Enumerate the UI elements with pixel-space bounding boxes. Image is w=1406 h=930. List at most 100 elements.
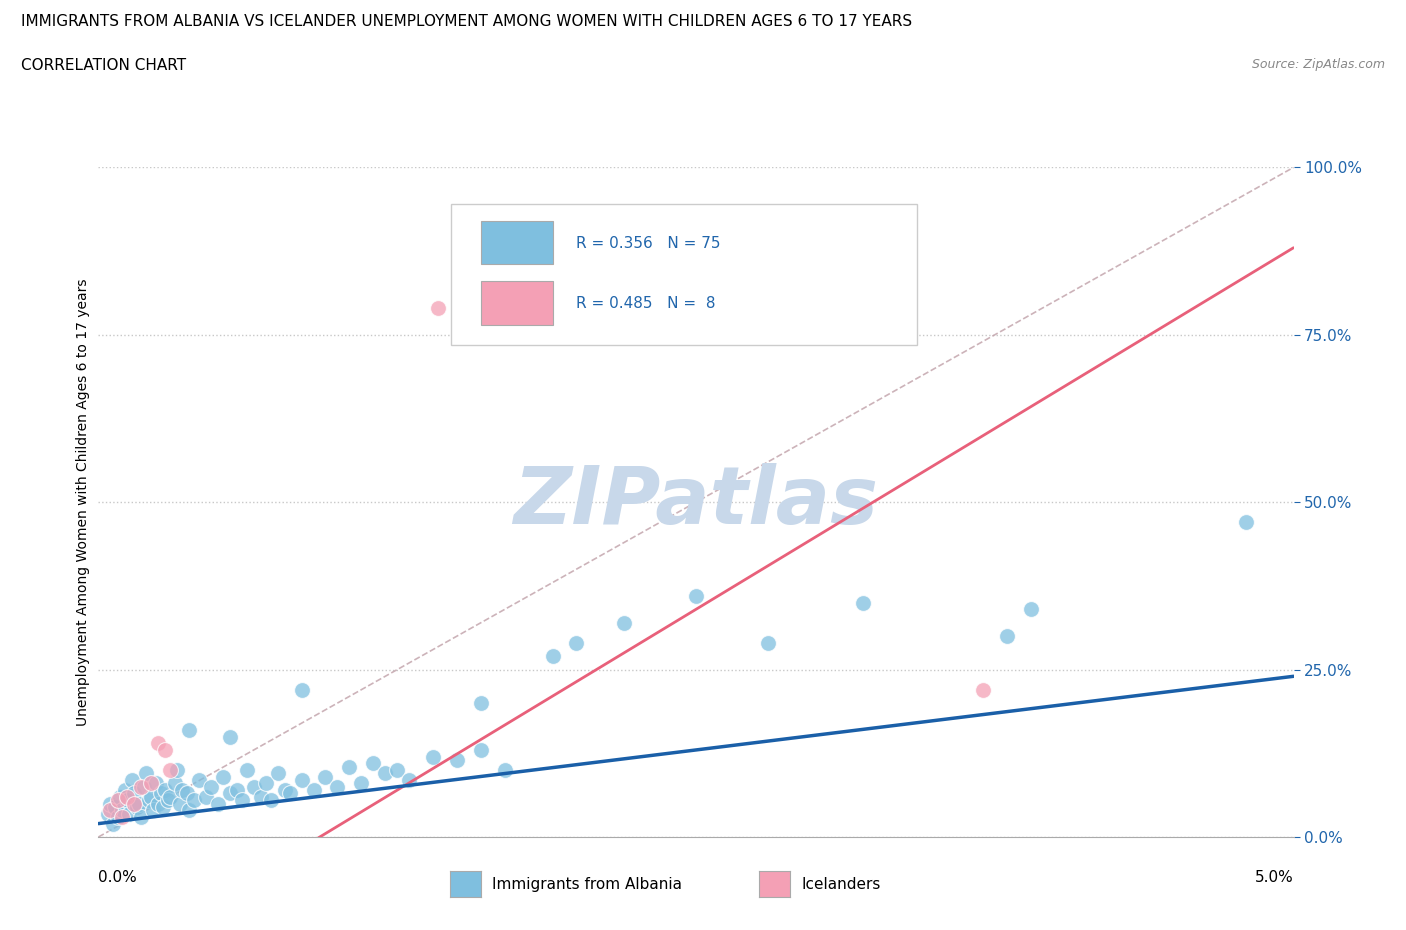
Text: 5.0%: 5.0% xyxy=(1254,870,1294,884)
Point xyxy=(470,696,492,711)
Point xyxy=(254,776,277,790)
Point xyxy=(326,779,349,794)
FancyBboxPatch shape xyxy=(481,281,553,325)
Point xyxy=(115,790,138,804)
Point xyxy=(972,683,994,698)
Text: Immigrants from Albania: Immigrants from Albania xyxy=(492,877,682,892)
Point xyxy=(155,742,177,757)
Point xyxy=(152,800,174,815)
Point xyxy=(176,786,198,801)
Point xyxy=(125,800,148,815)
Point xyxy=(565,635,588,650)
Point xyxy=(139,790,162,804)
Text: R = 0.485   N =  8: R = 0.485 N = 8 xyxy=(576,296,716,311)
Point xyxy=(302,783,325,798)
Point xyxy=(235,763,257,777)
Point xyxy=(211,769,233,784)
Point xyxy=(145,776,167,790)
Point xyxy=(756,635,779,650)
Point xyxy=(613,616,636,631)
Point xyxy=(995,629,1018,644)
Point xyxy=(187,773,209,788)
Text: Source: ZipAtlas.com: Source: ZipAtlas.com xyxy=(1251,58,1385,71)
Point xyxy=(138,792,160,807)
Point xyxy=(374,766,396,781)
Point xyxy=(139,776,162,790)
Point xyxy=(446,752,468,767)
Point xyxy=(98,803,122,817)
Point xyxy=(121,773,143,788)
Point xyxy=(114,783,136,798)
Point xyxy=(131,779,153,794)
Point xyxy=(290,683,312,698)
FancyBboxPatch shape xyxy=(481,221,553,264)
Point xyxy=(685,589,707,604)
Point xyxy=(267,766,290,781)
Point xyxy=(97,806,120,821)
FancyBboxPatch shape xyxy=(451,205,917,345)
Point xyxy=(107,809,129,824)
Point xyxy=(290,773,312,788)
Point xyxy=(135,766,157,781)
Point xyxy=(231,792,253,807)
Point xyxy=(163,776,186,790)
Point xyxy=(107,792,129,807)
Text: IMMIGRANTS FROM ALBANIA VS ICELANDER UNEMPLOYMENT AMONG WOMEN WITH CHILDREN AGES: IMMIGRANTS FROM ALBANIA VS ICELANDER UNE… xyxy=(21,14,912,29)
Point xyxy=(108,790,131,804)
Text: 0.0%: 0.0% xyxy=(98,870,138,884)
Text: ZIPatlas: ZIPatlas xyxy=(513,463,879,541)
Y-axis label: Unemployment Among Women with Children Ages 6 to 17 years: Unemployment Among Women with Children A… xyxy=(76,278,90,726)
Point xyxy=(314,769,337,784)
Point xyxy=(426,300,449,315)
Text: Icelanders: Icelanders xyxy=(801,877,880,892)
Point xyxy=(101,817,124,831)
Point xyxy=(169,796,191,811)
Point xyxy=(470,742,492,757)
Point xyxy=(361,756,384,771)
Point xyxy=(155,783,177,798)
Point xyxy=(200,779,222,794)
Point xyxy=(118,806,141,821)
Text: CORRELATION CHART: CORRELATION CHART xyxy=(21,58,186,73)
Point xyxy=(124,796,146,811)
Point xyxy=(219,786,242,801)
Point xyxy=(159,763,181,777)
Point xyxy=(179,803,201,817)
Point xyxy=(131,809,153,824)
Point xyxy=(194,790,218,804)
Point xyxy=(250,790,273,804)
Point xyxy=(172,783,194,798)
Point xyxy=(124,786,146,801)
Point xyxy=(183,792,205,807)
Point xyxy=(259,792,281,807)
Point xyxy=(132,779,155,794)
Point xyxy=(104,800,127,815)
Point xyxy=(207,796,229,811)
Point xyxy=(226,783,249,798)
Point xyxy=(111,803,134,817)
Point xyxy=(1234,515,1257,530)
Point xyxy=(98,796,122,811)
Point xyxy=(159,790,181,804)
Point xyxy=(243,779,266,794)
Point xyxy=(350,776,373,790)
Point xyxy=(278,786,301,801)
Text: R = 0.356   N = 75: R = 0.356 N = 75 xyxy=(576,235,721,250)
Point xyxy=(385,763,409,777)
Point xyxy=(541,649,564,664)
Point xyxy=(148,736,170,751)
Point xyxy=(148,796,170,811)
Point xyxy=(142,803,165,817)
Point xyxy=(179,723,201,737)
Point xyxy=(494,763,516,777)
Point xyxy=(398,773,420,788)
Point xyxy=(149,786,172,801)
Point xyxy=(128,796,150,811)
Point xyxy=(422,750,444,764)
Point xyxy=(852,595,875,610)
Point xyxy=(111,809,134,824)
Point xyxy=(156,792,179,807)
Point xyxy=(1019,602,1042,617)
Point xyxy=(274,783,297,798)
Point xyxy=(115,792,138,807)
